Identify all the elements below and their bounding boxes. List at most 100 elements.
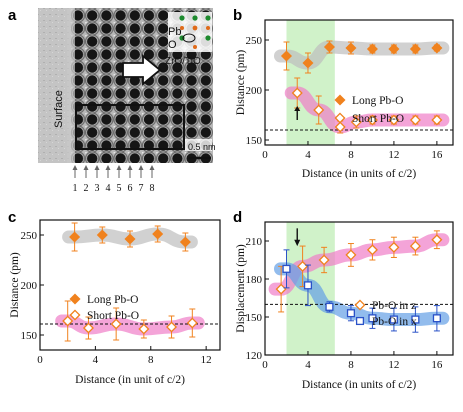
- panel-b: b 0 4 8 12 16 150 200 250 Distance (in units of …: [233, 7, 454, 180]
- data-point: [69, 231, 81, 243]
- highlight-box: [75, 104, 185, 150]
- data-point: [69, 293, 81, 305]
- data-point: [82, 322, 94, 334]
- data-point: [303, 281, 313, 290]
- column-arrowhead: [72, 165, 78, 170]
- data-point: [346, 309, 355, 318]
- column-arrowhead: [116, 165, 122, 170]
- x-tick-label: 0: [37, 354, 43, 366]
- data-point: [366, 244, 378, 256]
- x-tick-label: 16: [431, 149, 443, 161]
- plot-frame: [264, 221, 454, 356]
- data-point: [388, 114, 400, 126]
- zro-tio-label: ZrO/TiO: [165, 56, 201, 67]
- pb-label: Pb: [168, 26, 181, 38]
- data-point: [431, 114, 443, 126]
- column-arrowhead: [83, 165, 89, 170]
- column-number: 2: [84, 183, 89, 194]
- data-point: [302, 57, 314, 69]
- data-point: [313, 104, 325, 116]
- column-number: 1: [73, 183, 78, 194]
- data-point: [323, 41, 335, 53]
- x-tick-label: 0: [262, 149, 268, 161]
- x-tick-label: 12: [388, 149, 399, 161]
- data-point: [186, 317, 198, 329]
- y-tick-label: 200: [21, 280, 38, 292]
- data-point: [432, 314, 441, 323]
- data-point: [366, 114, 378, 126]
- column-arrowhead: [149, 165, 155, 170]
- data-point: [350, 116, 362, 128]
- arrow-indicator-head: [294, 239, 301, 247]
- legend-entry: Short Pb-O: [87, 310, 139, 322]
- panel-b-label: b: [233, 7, 242, 24]
- data-point: [366, 43, 378, 55]
- scale-label: 0.5 nm: [188, 142, 216, 152]
- arrow-indicator-head: [294, 106, 301, 111]
- column-number: 4: [106, 183, 111, 194]
- legend-entry: Short Pb-O: [352, 113, 404, 125]
- x-tick-label: 12: [388, 359, 399, 371]
- x-axis-label: Distance (in unit of c/2): [75, 374, 185, 386]
- x-tick-label: 8: [348, 149, 354, 161]
- plot-frame: [264, 19, 454, 146]
- x-tick-label: 12: [201, 354, 212, 366]
- data-point: [431, 42, 443, 54]
- x-tick-label: 8: [348, 359, 354, 371]
- data-point: [166, 321, 178, 333]
- data-point: [345, 249, 357, 261]
- o-label: O: [168, 39, 177, 51]
- data-point: [388, 241, 400, 253]
- data-point: [334, 112, 346, 124]
- data-point: [345, 42, 357, 54]
- x-axis-label: Distance (in units of c/2): [302, 379, 417, 391]
- x-tick-label: 0: [262, 359, 268, 371]
- data-point: [282, 264, 291, 273]
- y-tick-label: 150: [21, 330, 38, 342]
- column-arrowhead: [94, 165, 100, 170]
- surface-label: Surface: [53, 90, 65, 128]
- data-point: [96, 229, 108, 241]
- data-point: [389, 315, 398, 324]
- data-point: [291, 87, 303, 99]
- data-point: [354, 299, 366, 311]
- y-tick-label: 150: [246, 312, 263, 324]
- column-arrowhead: [138, 165, 144, 170]
- x-tick-label: 4: [305, 149, 311, 161]
- data-point: [388, 43, 400, 55]
- y-axis-label: Distance (pm): [235, 50, 247, 116]
- column-arrowhead: [127, 165, 133, 170]
- panel-c: c 0 4 8 12 150 200 250 Distance (in unit of c/2…: [8, 209, 221, 386]
- column-number: 6: [128, 183, 133, 194]
- atom-legend: Pb O: [168, 12, 212, 52]
- panel-d: d 0 4 8 12 16 120 150 180 210 Distance (in units …: [233, 209, 454, 391]
- data-point: [355, 316, 365, 326]
- x-tick-label: 8: [148, 354, 154, 366]
- legend-entry: Pb-O in z: [372, 300, 416, 312]
- y-tick-label: 250: [246, 35, 263, 47]
- x-tick-label: 4: [93, 354, 99, 366]
- data-point: [152, 228, 164, 240]
- y-tick-label: 150: [246, 135, 263, 147]
- panel-d-label: d: [233, 209, 242, 226]
- column-number: 5: [117, 183, 122, 194]
- data-point: [62, 315, 74, 327]
- x-tick-label: 4: [305, 359, 311, 371]
- y-axis-label: Distance (pm): [9, 252, 21, 318]
- panel-a-label: a: [8, 7, 17, 24]
- data-point: [110, 318, 122, 330]
- series-band: [55, 314, 205, 336]
- y-tick-label: 250: [21, 230, 38, 242]
- legend-entry: Pb-O in x: [372, 316, 417, 328]
- direction-arrow-icon: [122, 54, 162, 86]
- data-point: [138, 323, 150, 335]
- y-tick-label: 210: [246, 236, 263, 248]
- data-point: [325, 302, 334, 311]
- column-number: 7: [139, 183, 144, 194]
- y-tick-label: 180: [246, 274, 263, 286]
- column-number: 3: [95, 183, 100, 194]
- legend-entry: Long Pb-O: [87, 294, 138, 306]
